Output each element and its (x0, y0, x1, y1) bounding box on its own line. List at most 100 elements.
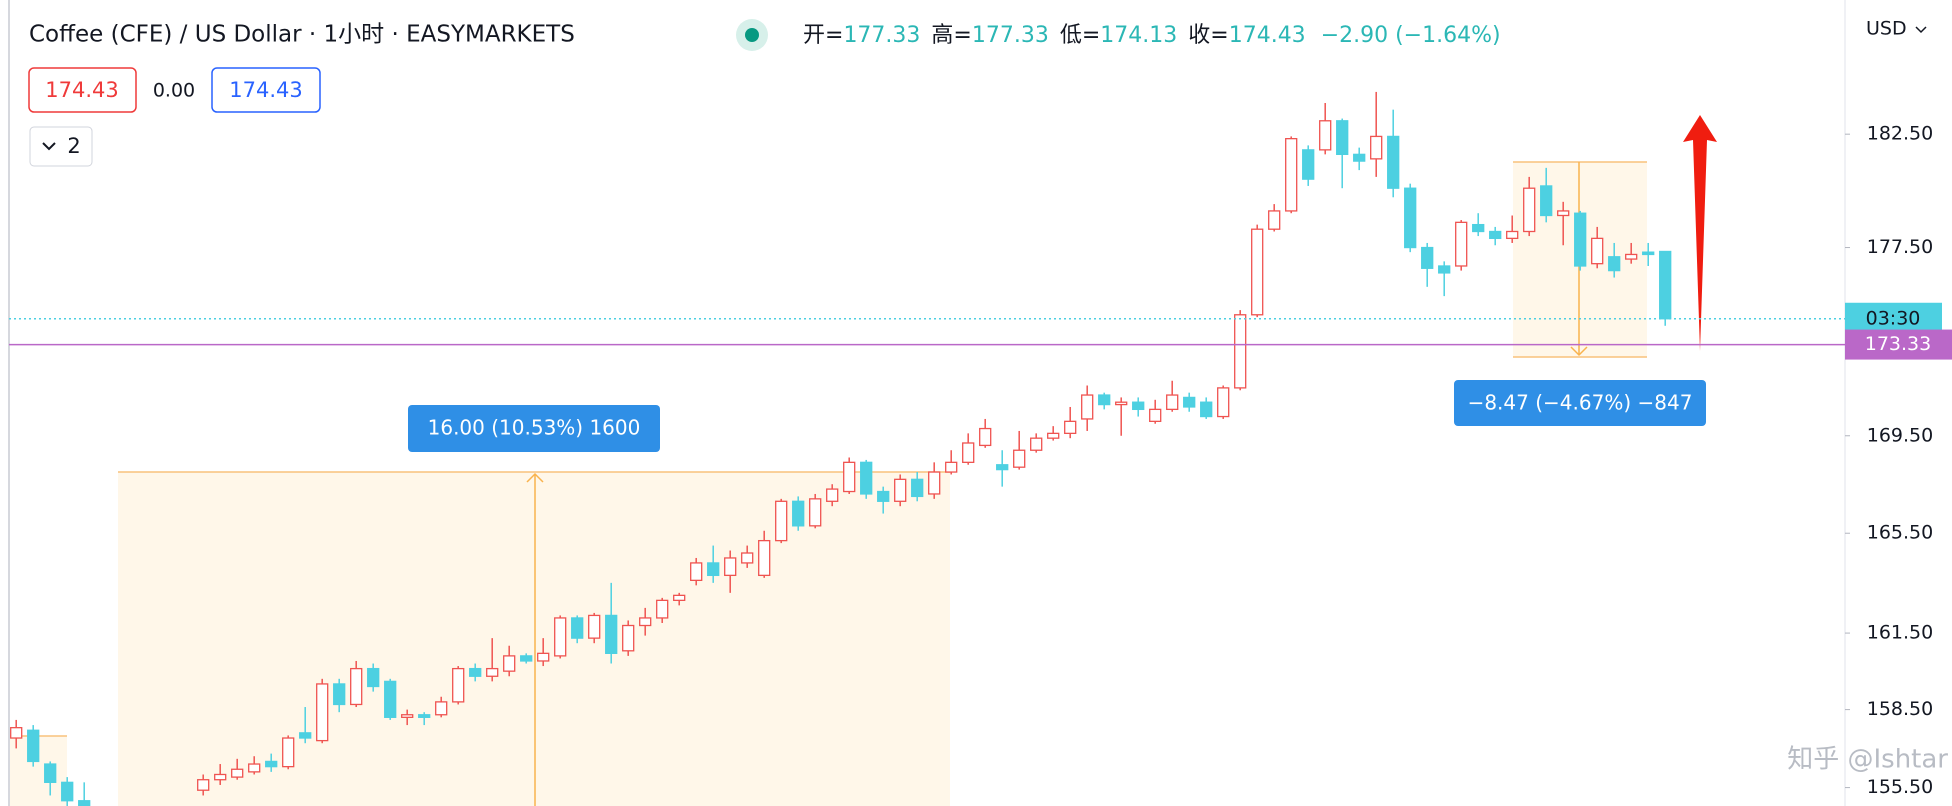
candle-body (911, 478, 924, 498)
ohlc-label: 高= (931, 23, 971, 48)
candle-body (537, 652, 550, 662)
candle-body (1047, 432, 1060, 439)
candle-body (197, 779, 210, 791)
candles (10, 91, 1672, 806)
candle-body (1285, 138, 1298, 212)
candle-body (418, 714, 431, 718)
y-tick-label: 165.50 (1867, 522, 1933, 544)
candle-body (1234, 314, 1247, 389)
measure-label-box (1454, 380, 1706, 426)
candle-body (639, 617, 652, 627)
candle-body (1625, 253, 1638, 260)
candle-body (622, 624, 635, 652)
candle-body (707, 562, 720, 577)
candle-body (1132, 401, 1145, 411)
bid-box[interactable] (28, 67, 137, 113)
candle-body (78, 800, 91, 806)
candle-body (1659, 250, 1672, 320)
candle-body (571, 617, 584, 639)
candle-body (231, 768, 244, 778)
measure-label: −8.47 (−4.67%) −847 (1468, 391, 1693, 415)
candle-body (979, 427, 992, 447)
candle-body (282, 737, 295, 768)
ohlc-value: 177.33 (972, 23, 1049, 48)
candle-body (656, 599, 669, 619)
candle-body (1030, 437, 1043, 451)
ohlc-label: 收= (1188, 23, 1228, 48)
candle-body (1013, 449, 1026, 468)
candle-body (520, 655, 533, 662)
candle-body (1183, 396, 1196, 408)
ohlc-legend: 开=177.33 高=177.33 低=174.13 收=174.43 −2.9… (803, 23, 1501, 48)
candle-body (1642, 251, 1655, 256)
ohlc-value: 174.43 (1229, 23, 1306, 48)
candle-body (1081, 394, 1094, 420)
candle-body (962, 442, 975, 463)
candle-body (792, 500, 805, 527)
candle-body (1557, 210, 1570, 217)
candle-body (350, 667, 363, 706)
candle-body (469, 667, 482, 677)
candle-body (299, 732, 312, 739)
ohlc-value: 177.33 (843, 23, 920, 48)
status-dot (745, 28, 759, 42)
candle-body (1438, 265, 1451, 274)
candle-body (928, 471, 941, 495)
candle-body (1574, 212, 1587, 267)
y-tick-label: 177.50 (1867, 236, 1933, 258)
measure-arrowhead (1570, 346, 1588, 357)
candle-body (367, 667, 380, 688)
candle-body (486, 667, 499, 677)
ask: 174.43 (229, 78, 302, 102)
indicator-count: 2 (67, 134, 80, 158)
candle-body (1166, 394, 1179, 411)
candle-body (945, 461, 958, 473)
chart-title: Coffee (CFE) / US Dollar · 1小时 · EASYMAR… (29, 22, 575, 48)
candle-body (724, 557, 737, 577)
chevron (42, 142, 56, 151)
candle-body (44, 763, 57, 783)
candle-body (1251, 228, 1264, 316)
candle-body (1336, 120, 1349, 156)
candle-body (1608, 256, 1621, 272)
watermark: 知乎 @Ishtar (1787, 745, 1948, 775)
ohlc-value: 174.13 (1100, 23, 1177, 48)
currency[interactable]: USD (1866, 18, 1907, 40)
ask-box[interactable] (211, 67, 321, 113)
ohlc-label: 低= (1060, 23, 1100, 48)
measure-arrowhead (526, 472, 544, 483)
candle-body (860, 461, 873, 495)
candle-body (316, 683, 329, 742)
candle-body (1404, 187, 1417, 249)
candle-body (1115, 401, 1128, 406)
spread: 0.00 (153, 80, 195, 102)
candle-body (214, 773, 227, 781)
bid: 174.43 (45, 78, 118, 102)
candle-body (843, 461, 856, 493)
y-tick-label: 158.50 (1867, 698, 1933, 720)
candle-body (1064, 420, 1077, 435)
candle-body (1421, 246, 1434, 269)
candle-body (1098, 394, 1111, 406)
candle-body (877, 490, 890, 502)
candle-body (265, 760, 278, 768)
candle-body (1506, 230, 1519, 240)
candle-body (1217, 387, 1230, 418)
candle-body (1540, 185, 1553, 217)
candle-body (809, 498, 822, 527)
candle-body (554, 617, 567, 657)
candle-body (1523, 187, 1536, 233)
y-tick-label: 169.50 (1867, 424, 1933, 446)
measure-label-box (408, 405, 660, 452)
countdown: 03:30 (1866, 307, 1921, 329)
overlays: 16.00 (10.53%) 1600 −8.47 (−4.67%) −847 (408, 115, 1717, 452)
candle-body (1353, 153, 1366, 162)
candle-body (1149, 408, 1162, 422)
collapse-button[interactable] (29, 126, 93, 167)
countdown-box (1845, 302, 1942, 333)
candle-body (401, 714, 414, 718)
candle-body (775, 500, 788, 542)
measure-label: 16.00 (10.53%) 1600 (428, 416, 641, 440)
